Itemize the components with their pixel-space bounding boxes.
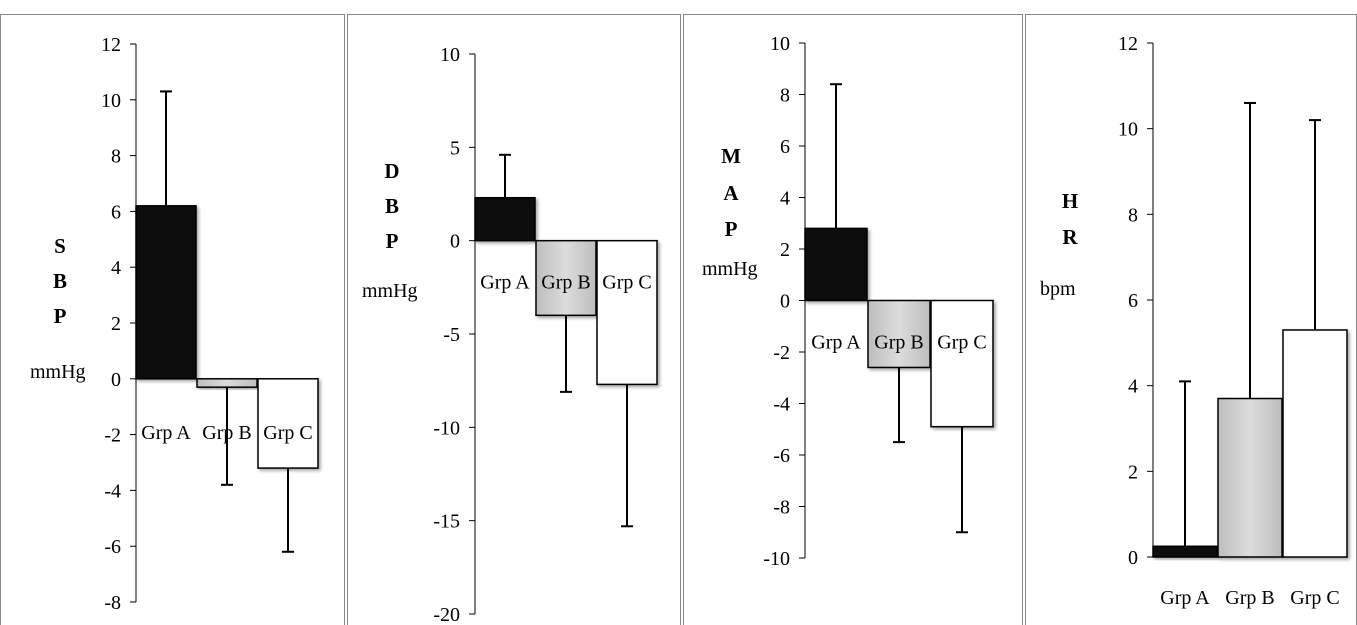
category-label: Grp C bbox=[1290, 587, 1339, 609]
y-axis-label-letter: R bbox=[1062, 225, 1078, 249]
y-tick-label: -10 bbox=[433, 417, 460, 439]
y-axis-label-letter: B bbox=[385, 194, 399, 218]
category-label: Grp B bbox=[874, 332, 923, 354]
y-tick-label: 2 bbox=[1128, 461, 1138, 483]
y-tick-label: 10 bbox=[770, 33, 790, 55]
y-tick-label: -15 bbox=[433, 511, 460, 533]
y-axis-label-letter: P bbox=[725, 217, 738, 241]
y-tick-label: 4 bbox=[111, 257, 121, 279]
y-tick-label: 2 bbox=[780, 239, 790, 261]
bar-grp-a bbox=[474, 196, 536, 242]
bar-grp-a bbox=[804, 227, 868, 302]
y-tick-label: 8 bbox=[780, 85, 790, 107]
y-tick-label: 10 bbox=[1118, 119, 1138, 141]
y-tick-label: 4 bbox=[1128, 376, 1138, 398]
category-label: Grp A bbox=[811, 332, 861, 354]
y-axis-unit: bpm bbox=[1040, 278, 1076, 300]
y-tick-label: -8 bbox=[773, 497, 790, 519]
y-tick-label: 0 bbox=[450, 231, 460, 253]
y-tick-label: 12 bbox=[1118, 33, 1138, 55]
y-tick-label: 0 bbox=[1128, 547, 1138, 569]
y-axis-unit: mmHg bbox=[702, 258, 758, 280]
y-tick-label: -4 bbox=[104, 480, 121, 502]
y-tick-label: 6 bbox=[111, 201, 121, 223]
category-label: Grp A bbox=[480, 272, 530, 294]
y-tick-label: 0 bbox=[780, 291, 790, 313]
y-axis-label-letter: M bbox=[721, 144, 741, 168]
bar-grp-b bbox=[196, 378, 258, 388]
category-label: Grp A bbox=[1160, 587, 1210, 609]
y-tick-label: -20 bbox=[433, 604, 460, 625]
y-tick-label: -5 bbox=[443, 324, 460, 346]
y-axis-label-letter: S bbox=[54, 234, 66, 258]
y-tick-label: -10 bbox=[763, 548, 790, 570]
category-label: Grp C bbox=[263, 422, 312, 444]
category-label: Grp B bbox=[541, 272, 590, 294]
bar-grp-b bbox=[1217, 397, 1283, 558]
bar-grp-c bbox=[1282, 329, 1348, 558]
y-axis-label-letter: P bbox=[54, 304, 67, 328]
category-label: Grp C bbox=[937, 332, 986, 354]
y-axis-label-letter: H bbox=[1062, 189, 1078, 213]
category-label: Grp B bbox=[202, 422, 251, 444]
y-tick-label: 4 bbox=[780, 188, 790, 210]
y-axis-label-letter: P bbox=[386, 229, 399, 253]
bar-grp-c bbox=[930, 299, 994, 428]
y-axis-label-letter: D bbox=[384, 159, 399, 183]
y-axis-unit: mmHg bbox=[30, 361, 86, 383]
y-tick-label: -6 bbox=[773, 445, 790, 467]
y-tick-label: 2 bbox=[111, 313, 121, 335]
y-tick-label: 6 bbox=[1128, 290, 1138, 312]
y-tick-label: 8 bbox=[1128, 204, 1138, 226]
y-tick-label: -4 bbox=[773, 394, 790, 416]
bar-grp-c bbox=[596, 239, 658, 386]
y-tick-label: 6 bbox=[780, 136, 790, 158]
y-axis-label-letter: A bbox=[723, 181, 739, 205]
y-axis-unit: mmHg bbox=[362, 280, 418, 302]
y-tick-label: -2 bbox=[104, 425, 121, 447]
bar-grp-a bbox=[1152, 545, 1218, 558]
y-tick-label: 5 bbox=[450, 137, 460, 159]
y-axis-label-letter: B bbox=[53, 269, 67, 293]
y-tick-label: -8 bbox=[104, 592, 121, 614]
y-tick-label: -2 bbox=[773, 342, 790, 364]
y-tick-label: 10 bbox=[101, 90, 121, 112]
bar-grp-b bbox=[867, 299, 931, 369]
category-label: Grp B bbox=[1225, 587, 1274, 609]
bar-grp-a bbox=[135, 205, 197, 380]
category-label: Grp A bbox=[141, 422, 191, 444]
y-tick-label: 12 bbox=[101, 34, 121, 56]
y-tick-label: 10 bbox=[440, 44, 460, 66]
y-tick-label: -6 bbox=[104, 536, 121, 558]
y-tick-label: 0 bbox=[111, 369, 121, 391]
y-tick-label: 8 bbox=[111, 146, 121, 168]
category-label: Grp C bbox=[602, 272, 651, 294]
